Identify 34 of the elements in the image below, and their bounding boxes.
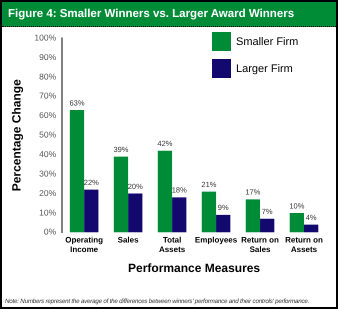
legend-label: Smaller Firm	[236, 36, 298, 48]
x-axis-title: Performance Measures	[128, 261, 260, 276]
y-tick-label: 0%	[44, 226, 57, 237]
y-tick-label: 40%	[39, 149, 57, 160]
bar	[246, 199, 260, 232]
chart-title: Figure 4: Smaller Winners vs. Larger Award Winners	[2, 2, 336, 27]
x-tick-label: Return on Assets	[285, 235, 324, 254]
x-tick-label: Employees	[194, 235, 238, 244]
bar	[290, 212, 304, 232]
y-tick-label: 90%	[39, 52, 57, 62]
bar	[260, 218, 274, 232]
x-tick-label: Sales	[118, 235, 140, 244]
bar	[172, 197, 186, 232]
bar	[84, 190, 98, 232]
x-tick-label: Operating Income	[65, 235, 104, 254]
bar	[128, 194, 142, 232]
y-tick-label: 100%	[34, 32, 57, 42]
y-tick-label: 60%	[39, 110, 57, 120]
x-tick-label: Return on Sales	[241, 235, 280, 254]
y-tick-label: 30%	[39, 168, 57, 178]
x-tick-label: Total Assets	[158, 235, 186, 254]
y-axis-title: Percentage Change	[10, 78, 24, 192]
y-tick-label: 80%	[39, 71, 57, 82]
bar	[202, 192, 216, 232]
bar	[114, 156, 128, 232]
y-tick-label: 20%	[39, 188, 57, 198]
y-tick-label: 70%	[39, 90, 57, 101]
bar	[158, 150, 172, 232]
bar	[216, 214, 230, 232]
bar	[70, 110, 84, 232]
legend-label: Larger Firm	[236, 62, 293, 74]
y-tick-label: 10%	[39, 207, 57, 218]
bar	[304, 224, 318, 232]
y-tick-label: 50%	[39, 130, 57, 140]
